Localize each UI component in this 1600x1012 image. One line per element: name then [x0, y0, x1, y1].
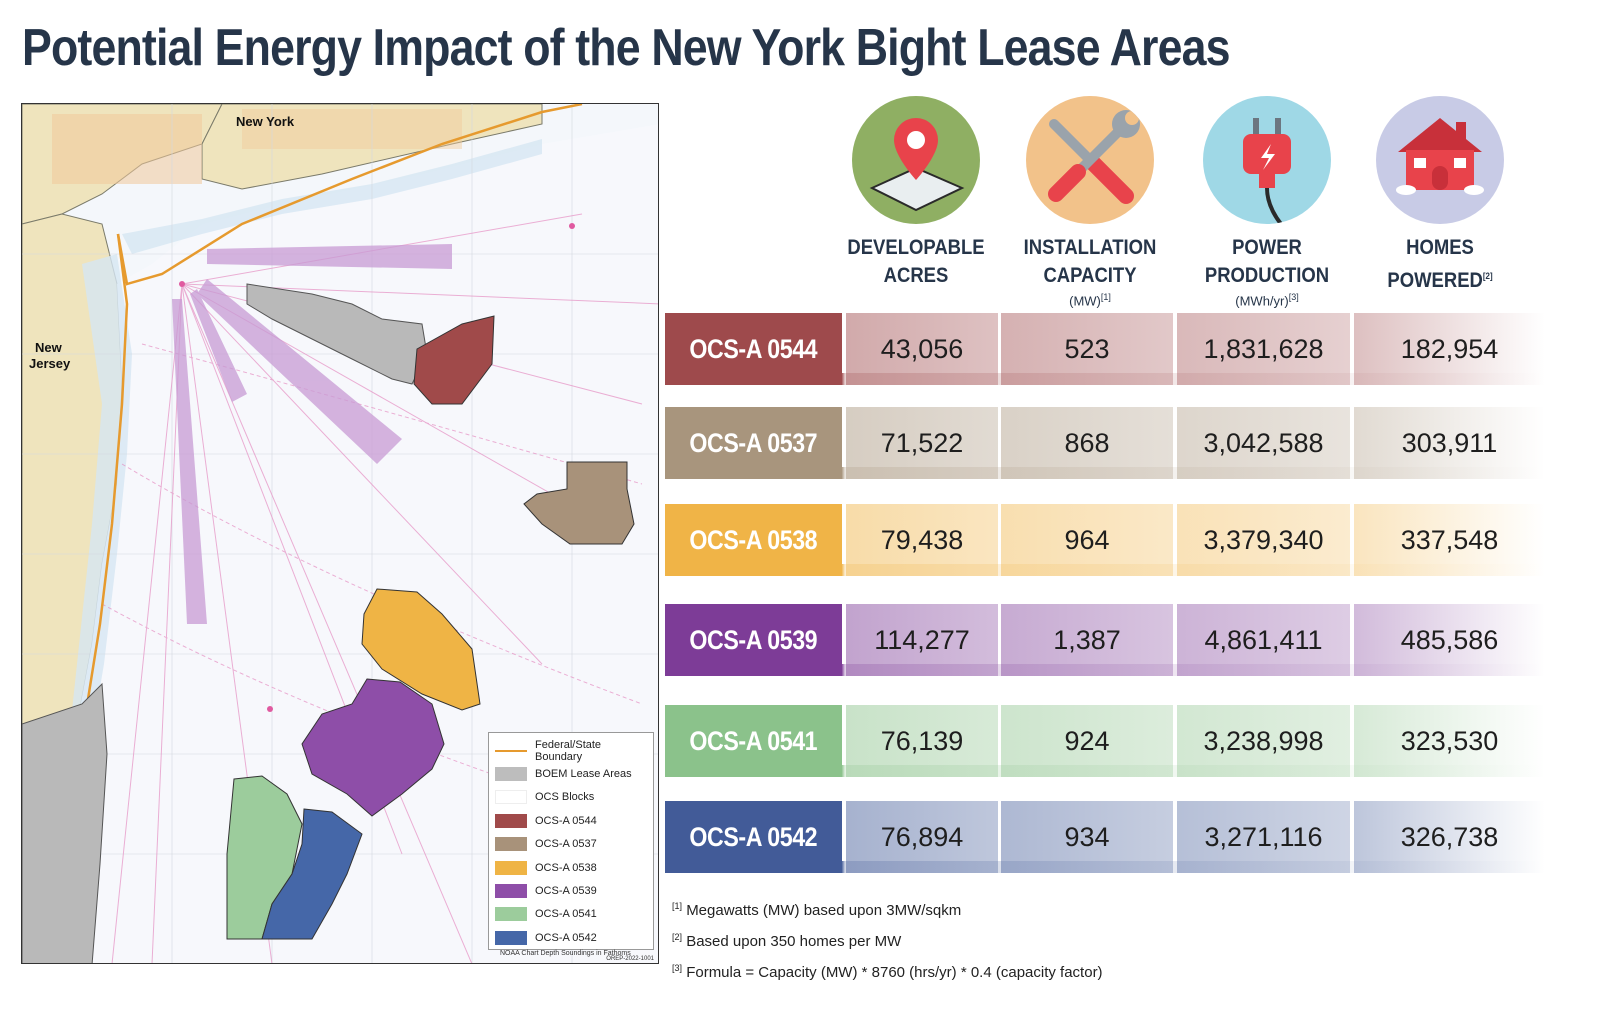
table-row: OCS-A 0544 43,056 523 1,831,628 182,954 — [665, 313, 1545, 385]
legend-item: OCS-A 0538 — [495, 856, 647, 879]
table-row: OCS-A 0542 76,894 934 3,271,116 326,738 — [665, 801, 1545, 873]
column-header-homes: HOMES POWERED[2] — [1353, 96, 1527, 295]
legend-swatch — [495, 930, 527, 945]
lease-area-map[interactable]: New York New Jersey Federal/State Bounda… — [21, 103, 659, 964]
footnote-text: Formula = Capacity (MW) * 8760 (hrs/yr) … — [686, 964, 1103, 981]
legend-swatch — [495, 907, 527, 922]
legend-swatch — [495, 860, 527, 875]
row-stripe — [665, 861, 1545, 873]
footnote-text: Based upon 350 homes per MW — [686, 933, 902, 950]
legend-label: OCS-A 0542 — [535, 931, 597, 944]
map-label-new-jersey-2: Jersey — [29, 356, 71, 371]
lease-area-name: OCS-A 0544 — [665, 313, 842, 385]
legend-label: BOEM Lease Areas — [535, 768, 632, 781]
legend-label: OCS Blocks — [535, 791, 595, 804]
column-header-acres: DEVELOPABLE ACRES — [829, 96, 1003, 290]
column-header-line2: ACRES — [883, 264, 949, 287]
table-row: OCS-A 0537 71,522 868 3,042,588 303,911 — [665, 407, 1545, 479]
legend-swatch — [495, 884, 527, 899]
row-stripe — [665, 765, 1545, 777]
footnote: [2] Based upon 350 homes per MW — [672, 924, 1103, 955]
power-plug-icon — [1203, 96, 1331, 224]
house-icon — [1376, 96, 1504, 224]
table-row: OCS-A 0541 76,139 924 3,238,998 323,530 — [665, 705, 1545, 777]
legend-label: OCS-A 0544 — [535, 814, 597, 827]
map-code: OREP-2022-1001 — [606, 956, 654, 962]
footnote-ref: [2] — [1482, 271, 1493, 281]
column-header-production: POWER PRODUCTION (MWh/yr)[3] — [1180, 96, 1354, 308]
map-footer: NOAA Chart Depth Soundings in Fathoms — [500, 950, 631, 957]
row-stripe — [665, 467, 1545, 479]
footnote: [3] Formula = Capacity (MW) * 8760 (hrs/… — [672, 955, 1103, 986]
footnote-mark: [1] — [672, 901, 683, 911]
legend-swatch — [495, 813, 527, 828]
map-canvas — [22, 104, 658, 963]
legend-label: OCS-A 0537 — [535, 838, 597, 851]
column-header-unit: (MW) — [1069, 293, 1101, 309]
column-header-unit: (MWh/yr) — [1235, 293, 1289, 309]
map-legend: Federal/State Boundary BOEM Lease Areas OC… — [488, 732, 654, 950]
page-title: Potential Energy Impact of the New York … — [22, 19, 1230, 77]
legend-item: BOEM Lease Areas — [495, 762, 647, 785]
legend-swatch — [495, 767, 527, 782]
lease-area-name-text: OCS-A 0541 — [689, 725, 818, 756]
footnote-ref: [1] — [1100, 292, 1111, 302]
lease-area-name-text: OCS-A 0537 — [689, 427, 818, 458]
legend-label: OCS-A 0541 — [535, 908, 597, 921]
lease-area-name-text: OCS-A 0538 — [689, 524, 818, 555]
column-header-line1: INSTALLATION — [1023, 236, 1157, 259]
legend-item: OCS-A 0541 — [495, 903, 647, 926]
row-stripe — [665, 373, 1545, 385]
legend-swatch — [495, 749, 527, 752]
footnotes: [1] Megawatts (MW) based upon 3MW/sqkm [2… — [672, 893, 1103, 986]
footnote: [1] Megawatts (MW) based upon 3MW/sqkm — [672, 893, 1103, 924]
table-row: OCS-A 0538 79,438 964 3,379,340 337,548 — [665, 504, 1545, 576]
map-label-new-jersey-1: New — [35, 340, 62, 355]
table-row: OCS-A 0539 114,277 1,387 4,861,411 485,586 — [665, 604, 1545, 676]
lease-area-name-text: OCS-A 0542 — [689, 821, 818, 852]
column-header-line1: POWER — [1232, 236, 1302, 259]
map-pin-icon — [852, 96, 980, 224]
column-header-line2: CAPACITY — [1043, 264, 1137, 287]
legend-item: OCS Blocks — [495, 786, 647, 809]
legend-item: OCS-A 0542 — [495, 926, 647, 949]
legend-item: OCS-A 0544 — [495, 809, 647, 832]
legend-swatch — [495, 790, 527, 805]
row-stripe — [665, 664, 1545, 676]
legend-label: OCS-A 0539 — [535, 885, 597, 898]
legend-label: Federal/State Boundary — [535, 738, 602, 763]
lease-area-name-text: OCS-A 0539 — [689, 624, 818, 655]
legend-item: OCS-A 0539 — [495, 879, 647, 902]
legend-swatch — [495, 837, 527, 852]
footnote-ref: [3] — [1288, 292, 1299, 302]
legend-label: OCS-A 0538 — [535, 861, 597, 874]
column-header-capacity: INSTALLATION CAPACITY (MW)[1] — [1003, 96, 1177, 308]
map-label-new-york: New York — [236, 114, 295, 129]
column-header-line1: DEVELOPABLE — [847, 236, 985, 259]
column-header-line2: POWERED — [1387, 269, 1483, 292]
legend-item: Federal/State Boundary — [495, 738, 647, 763]
row-stripe — [665, 564, 1545, 576]
column-header-line2: PRODUCTION — [1204, 264, 1330, 287]
footnote-mark: [2] — [672, 932, 683, 942]
column-header-line1: HOMES — [1406, 236, 1474, 259]
footnote-text: Megawatts (MW) based upon 3MW/sqkm — [686, 902, 962, 919]
lease-area-name-text: OCS-A 0544 — [689, 333, 818, 364]
tools-icon — [1026, 96, 1154, 224]
legend-item: OCS-A 0537 — [495, 833, 647, 856]
footnote-mark: [3] — [672, 963, 683, 973]
